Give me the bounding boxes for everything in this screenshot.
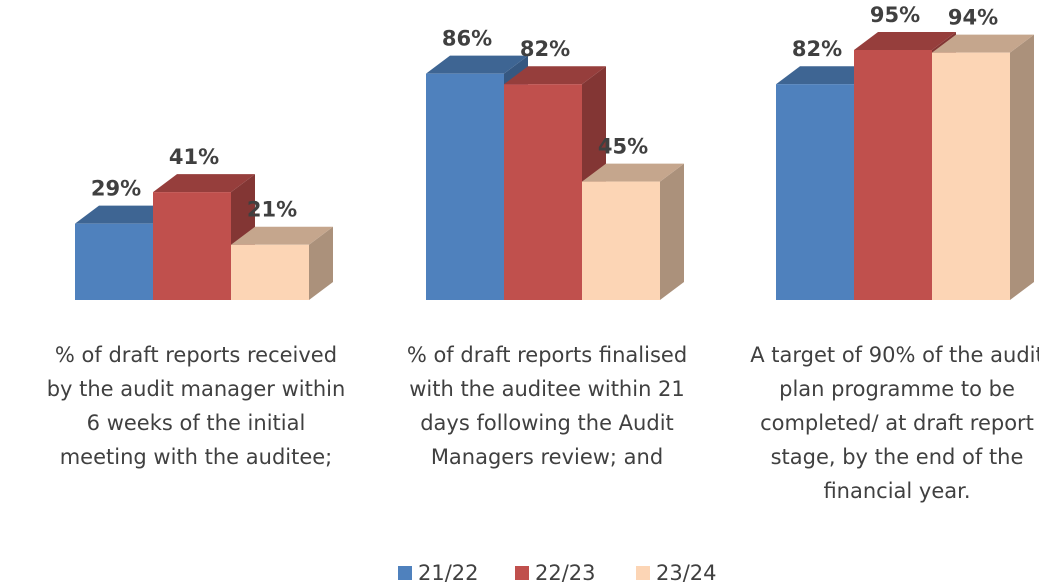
bar-top: [582, 163, 684, 182]
value-label: 94%: [948, 6, 998, 30]
legend-swatch: [636, 566, 650, 580]
bar: [75, 223, 153, 300]
legend-swatch: [398, 566, 412, 580]
bar: [932, 52, 1010, 301]
category-label: A target of 90% of the audit plan progra…: [750, 343, 1039, 503]
bar: [776, 84, 854, 300]
legend-label: 23/24: [656, 561, 717, 585]
bar: [231, 244, 309, 300]
bar-top: [231, 226, 333, 245]
bar-top: [776, 66, 878, 85]
value-label: 86%: [442, 27, 492, 51]
bar: [153, 192, 231, 300]
value-label: 41%: [169, 145, 219, 169]
bar: [504, 84, 582, 300]
value-label: 95%: [870, 3, 920, 27]
legend-label: 22/23: [535, 561, 596, 585]
bar-side: [309, 226, 333, 300]
bar-top: [504, 66, 606, 85]
value-label: 45%: [598, 135, 648, 159]
legend-swatch: [515, 566, 529, 580]
bar: [582, 181, 660, 300]
bar-top: [426, 55, 528, 74]
bar-top: [854, 32, 956, 50]
bar-top: [153, 174, 255, 193]
bar-side: [1010, 34, 1034, 300]
value-label: 21%: [247, 198, 297, 222]
category-label: % of draft reports received by the audit…: [46, 343, 346, 469]
bar-top: [932, 34, 1034, 53]
value-label: 82%: [520, 37, 570, 61]
category-label: % of draft reports finalised with the au…: [406, 343, 688, 469]
bar: [426, 73, 504, 301]
value-label: 29%: [91, 177, 141, 201]
legend-label: 21/22: [418, 561, 479, 585]
bar-top: [75, 205, 177, 224]
bar: [854, 50, 932, 300]
value-label: 82%: [792, 37, 842, 61]
bar-side: [660, 163, 684, 300]
